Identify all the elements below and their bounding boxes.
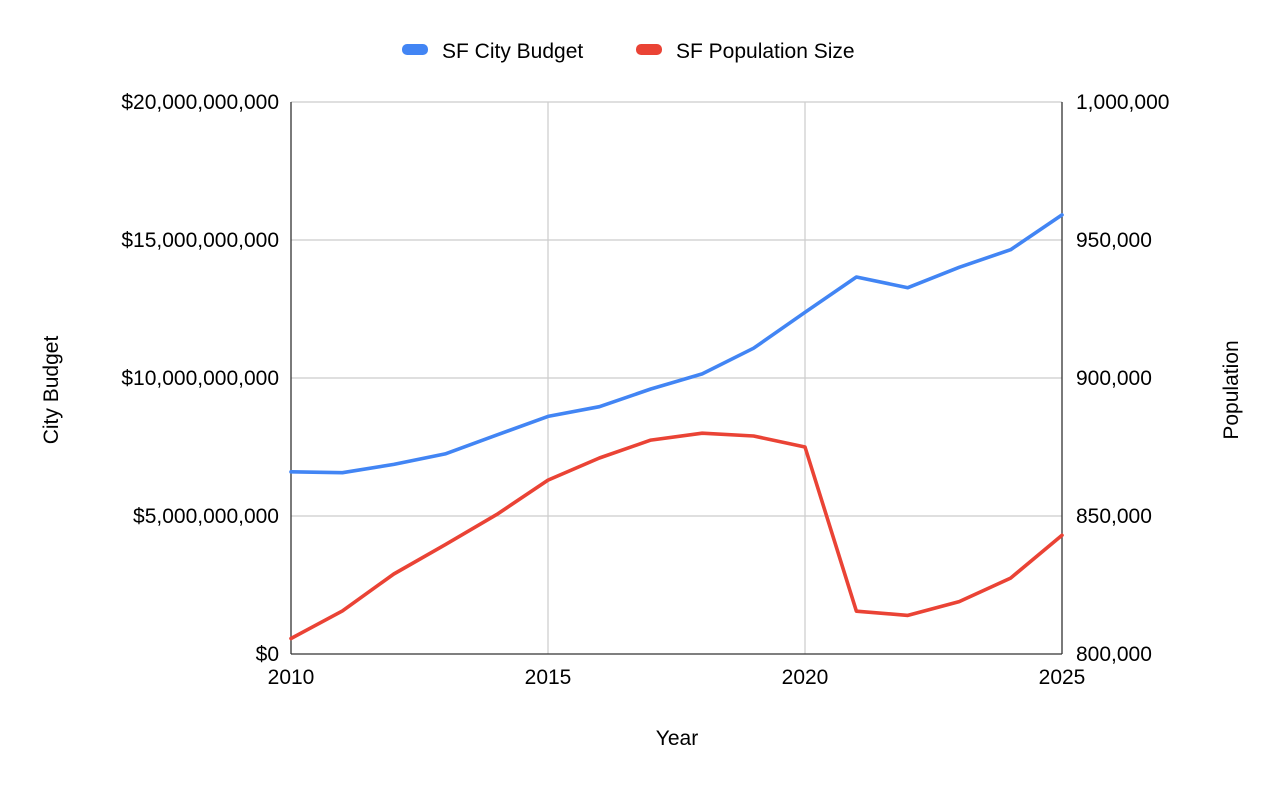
- y-tick-label-right: 950,000: [1076, 229, 1152, 252]
- y-axis-title-right: Population: [1220, 340, 1243, 439]
- y-tick-label-right: 1,000,000: [1076, 91, 1169, 114]
- x-tick-label: 2025: [1039, 666, 1086, 689]
- y-tick-label-left: $0: [256, 643, 279, 666]
- legend-label-budget: SF City Budget: [442, 40, 583, 63]
- series-line-population: [289, 431, 1064, 641]
- y-tick-label-left: $20,000,000,000: [121, 91, 279, 114]
- x-tick-label: 2015: [525, 666, 572, 689]
- legend-swatch-population: [636, 44, 662, 55]
- series-line-budget: [289, 213, 1064, 475]
- legend-swatch-budget: [402, 44, 428, 55]
- y-tick-label-left: $15,000,000,000: [121, 229, 279, 252]
- legend-label-population: SF Population Size: [676, 40, 855, 63]
- axes: [290, 102, 1063, 655]
- y-tick-label-right: 900,000: [1076, 367, 1152, 390]
- legend-item-budget[interactable]: SF City Budget: [402, 40, 583, 63]
- y-tick-label-left: $10,000,000,000: [121, 367, 279, 390]
- y-tick-label-left: $5,000,000,000: [133, 505, 279, 528]
- series-lines: [289, 213, 1064, 641]
- x-tick-label: 2010: [268, 666, 315, 689]
- y-axis-title-left: City Budget: [40, 336, 63, 445]
- x-axis-title: Year: [656, 727, 698, 750]
- y-tick-label-right: 800,000: [1076, 643, 1152, 666]
- tick-labels: $0 $5,000,000,000 $10,000,000,000 $15,000,0…: [121, 91, 1169, 689]
- x-tick-label: 2020: [782, 666, 829, 689]
- grid-lines: [291, 101, 1062, 654]
- y-tick-label-right: 850,000: [1076, 505, 1152, 528]
- legend: SF City Budget SF Population Size: [402, 40, 855, 63]
- legend-item-population[interactable]: SF Population Size: [636, 40, 855, 63]
